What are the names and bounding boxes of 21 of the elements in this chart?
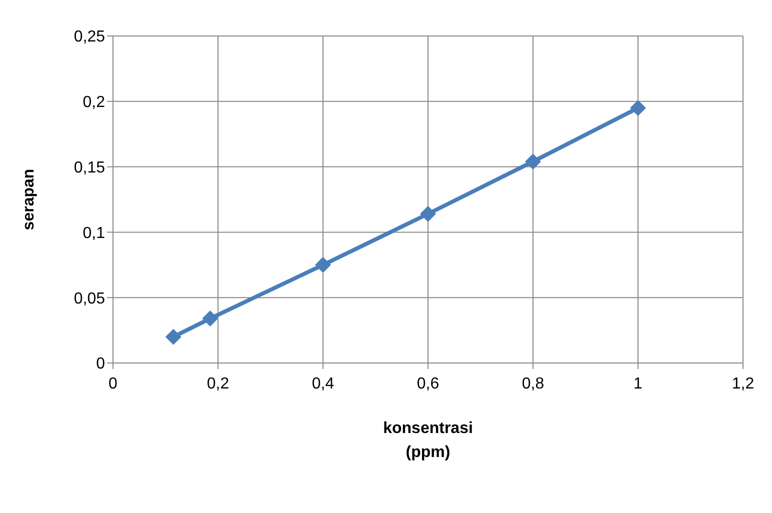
point: [165, 328, 182, 345]
y-tick-label: 0,15: [74, 159, 106, 176]
y-tick-label: 0,2: [82, 94, 106, 112]
x-tick-label: 0,2: [206, 375, 230, 392]
y-tick-label: 0,1: [82, 224, 106, 242]
point: [630, 100, 646, 116]
x-tick-label: 0,6: [416, 375, 440, 392]
x-tick-label: 0,4: [312, 375, 334, 392]
y-tick-label: 0,25: [74, 28, 106, 46]
point: [202, 310, 218, 327]
point: [315, 256, 331, 273]
point: [420, 206, 436, 222]
y-tick-label: 0: [96, 356, 106, 373]
y-axis-title: serapan: [20, 168, 38, 230]
x-tick-label: 1,2: [732, 375, 754, 392]
x-axis-title: konsentrasi (ppm): [383, 420, 473, 461]
point: [525, 154, 541, 170]
x-tick-label: 1: [634, 375, 643, 392]
y-tick-label: 0,05: [74, 290, 106, 308]
x-tick-label: 0,8: [522, 375, 544, 392]
x-tick-label: 0: [108, 375, 118, 392]
